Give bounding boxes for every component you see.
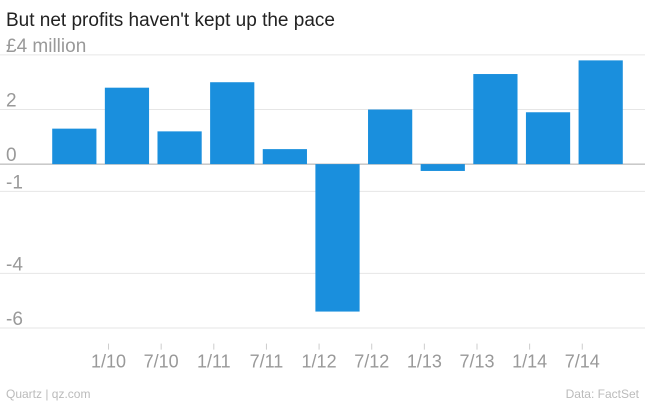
x-tick-label: 7/12: [354, 352, 389, 372]
source-left: Quartz | qz.com: [6, 387, 90, 401]
bar: [315, 164, 360, 312]
bar: [104, 87, 150, 165]
y-tick-label: -1: [6, 172, 23, 193]
x-tick-label: 7/13: [459, 352, 494, 372]
y-tick-label: 2: [6, 91, 17, 112]
y-tick-label: -4: [6, 254, 23, 275]
bar: [368, 109, 413, 165]
bar: [473, 74, 518, 165]
x-tick-label: 1/10: [91, 352, 126, 372]
x-tick-label: 7/11: [250, 352, 284, 372]
chart-title: But net profits haven't kept up the pace: [6, 10, 335, 31]
bar: [210, 82, 255, 165]
x-tick-label: 1/13: [407, 352, 442, 372]
bar: [52, 128, 97, 165]
y-tick-label: £4 million: [6, 36, 86, 57]
x-tick-label: 7/10: [144, 352, 179, 372]
bar: [578, 60, 623, 165]
x-tick-label: 1/14: [512, 352, 547, 372]
bar: [525, 112, 571, 165]
x-tick-label: 7/14: [565, 352, 600, 372]
bar: [262, 149, 307, 165]
bar: [420, 164, 465, 171]
x-tick-label: 1/11: [197, 352, 231, 372]
bar: [157, 131, 202, 165]
y-tick-label: -6: [6, 309, 23, 330]
y-tick-label: 0: [6, 145, 17, 166]
source-right: Data: FactSet: [566, 387, 640, 401]
x-tick-label: 1/12: [302, 352, 337, 372]
